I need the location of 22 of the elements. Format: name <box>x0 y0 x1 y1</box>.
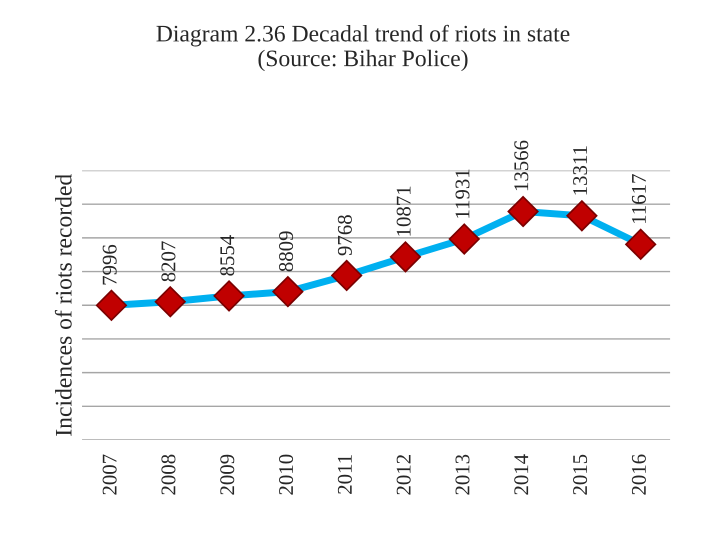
x-tick-label: 2015 <box>573 454 588 495</box>
data-label: 11931 <box>455 170 470 218</box>
x-tick-label: 2016 <box>632 454 646 495</box>
data-label: 8207 <box>161 241 176 282</box>
y-axis-title: Incidences of riots recorded <box>54 174 72 436</box>
x-tick-label: 2011 <box>338 455 352 494</box>
x-tick-label: 2014 <box>514 454 528 495</box>
x-tick-label: 2008 <box>161 454 176 495</box>
data-label: 13566 <box>514 140 528 190</box>
data-label: 9768 <box>338 215 352 256</box>
x-tick-label: 2012 <box>396 455 411 495</box>
chart-title: Diagram 2.36 Decadal trend of riots in state (Source: Bihar Police) <box>156 24 570 72</box>
x-tick-label: 2013 <box>455 454 470 495</box>
data-label: 13311 <box>573 146 588 195</box>
data-label: 8809 <box>279 231 294 272</box>
data-label: 7996 <box>102 244 117 284</box>
data-label: 8554 <box>220 235 234 276</box>
data-label: 11617 <box>632 174 646 224</box>
x-tick-label: 2007 <box>102 454 117 495</box>
x-tick-label: 2010 <box>279 454 294 495</box>
data-label: 10871 <box>396 186 411 236</box>
x-tick-label: 2009 <box>220 454 234 495</box>
